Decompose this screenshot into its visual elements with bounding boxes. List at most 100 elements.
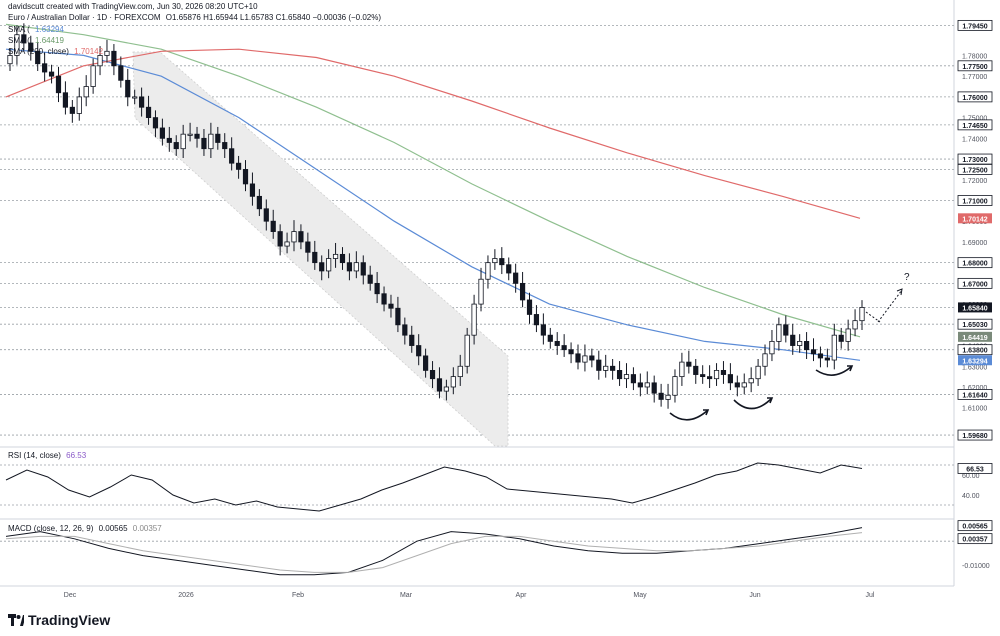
- candle-body: [152, 117, 159, 129]
- candle-body: [97, 55, 103, 67]
- candle-body: [589, 355, 595, 361]
- candle-body: [762, 353, 768, 367]
- rsi-legend: RSI (14, close) 66.53: [8, 451, 89, 460]
- time-axis-label: Mar: [400, 592, 413, 599]
- candle-body: [450, 376, 456, 388]
- price-level-tag-label: 1.70142: [962, 216, 987, 223]
- symbol-line: Euro / Australian Dollar · 1D · FOREXCOM: [8, 13, 161, 22]
- arrowhead: [703, 409, 710, 416]
- price-level-tag: [957, 19, 993, 31]
- macd-signal-value: 0.00357: [132, 524, 162, 533]
- candle-body: [526, 299, 533, 315]
- candle-body: [713, 370, 720, 380]
- candle-body: [783, 324, 789, 336]
- candle-body: [665, 394, 671, 400]
- candle-body: [62, 92, 69, 108]
- candle-body: [582, 355, 588, 363]
- candle-body: [235, 162, 242, 170]
- candle-body: [180, 133, 186, 150]
- candle-body: [741, 382, 747, 388]
- rsi-tick-label: 60.00: [962, 473, 980, 480]
- candle-body: [727, 374, 733, 384]
- candle-body: [173, 142, 179, 150]
- rsi-value-tag: [957, 463, 993, 474]
- rsi-label: RSI (14, close): [8, 451, 61, 460]
- candle-body: [623, 374, 630, 380]
- candle-body: [803, 340, 810, 351]
- candle-body: [208, 133, 214, 150]
- macd-value: 0.00565: [98, 524, 128, 533]
- price-level-tag-label: 1.67000: [962, 281, 987, 288]
- candle-body: [367, 274, 373, 284]
- price-level-tag-label: 1.72500: [962, 167, 987, 174]
- candle-body: [353, 262, 359, 272]
- price-level-tag: [958, 331, 992, 342]
- candle-body: [513, 272, 519, 284]
- candle-body: [720, 370, 727, 375]
- sma1-value: 1.63294: [35, 25, 64, 34]
- candle-body: [222, 142, 228, 150]
- rsi-tick-label: 40.00: [962, 493, 980, 500]
- candle-body: [519, 282, 526, 301]
- candle-body: [395, 307, 401, 326]
- candle-body: [533, 314, 540, 326]
- candle-body: [769, 340, 775, 355]
- candle-body: [443, 386, 449, 392]
- candle-body: [436, 378, 443, 392]
- candle-body: [229, 148, 235, 164]
- time-axis-label: Apr: [516, 592, 528, 599]
- candle-body: [360, 262, 366, 276]
- tradingview-logo: TradingView: [8, 612, 110, 628]
- price-tick-label: 1.63000: [962, 364, 987, 371]
- sma1-label: SMA (: [8, 25, 30, 34]
- candle-body: [540, 324, 546, 336]
- macd-series-line: [5, 527, 863, 576]
- macd-value-tag: [957, 533, 993, 545]
- symbol-header: Euro / Australian Dollar · 1D · FOREXCOM…: [8, 13, 384, 22]
- candle-body: [499, 258, 505, 266]
- price-tick-label: 1.75000: [962, 116, 987, 123]
- candle-body: [332, 253, 339, 259]
- sma2-value: 1.64419: [35, 36, 64, 45]
- candle-body: [374, 282, 380, 295]
- time-axis-label: May: [633, 592, 647, 599]
- candle-body: [69, 106, 75, 114]
- candle-body: [28, 42, 34, 52]
- price-tick-label: 1.62000: [962, 385, 987, 392]
- candle-body: [464, 334, 470, 367]
- candle-body: [734, 382, 740, 388]
- tradingview-wordmark: TradingView: [28, 612, 111, 628]
- arrowhead: [847, 365, 854, 372]
- ohlc-values: O1.65876 H1.65944 L1.65783 C1.65840 −0.0…: [165, 13, 382, 22]
- forecast-arrow: [877, 289, 903, 323]
- curved-arrow-2: [733, 397, 773, 410]
- candle-body: [55, 75, 62, 94]
- price-level-tag: [957, 119, 993, 131]
- candle-body: [852, 320, 858, 330]
- candle-body: [561, 345, 567, 351]
- time-axis-label: Jul: [866, 592, 875, 599]
- candle-body: [471, 303, 477, 336]
- candle-body: [159, 127, 165, 139]
- candle-body: [263, 208, 269, 222]
- candle-body: [755, 365, 761, 380]
- candle-body: [201, 137, 207, 150]
- price-level-tag: [958, 302, 992, 313]
- candle-body: [76, 96, 82, 114]
- candle-body: [748, 378, 754, 384]
- candle-body: [492, 258, 498, 264]
- candle-body: [672, 376, 678, 396]
- price-level-tag: [957, 318, 993, 330]
- price-level-tag: [958, 213, 992, 224]
- candle-body: [14, 34, 20, 56]
- price-level-tag-label: 1.65030: [962, 322, 987, 329]
- author-line: davidscutt created with TradingView.com,…: [8, 2, 258, 11]
- candle-body: [423, 355, 429, 371]
- price-tick-label: 1.78000: [962, 53, 987, 60]
- price-level-tag: [957, 277, 993, 289]
- candle-body: [596, 359, 602, 371]
- curved-arrow-3: [815, 365, 853, 376]
- moving-average-line: [5, 23, 861, 338]
- candle-body: [416, 345, 422, 357]
- tradingview-mark-icon: [8, 614, 24, 626]
